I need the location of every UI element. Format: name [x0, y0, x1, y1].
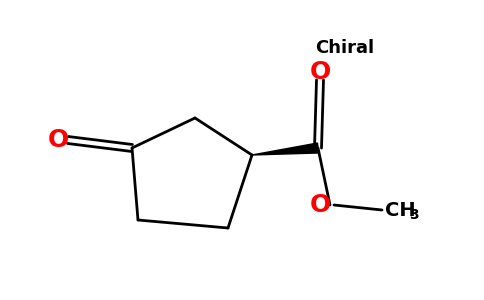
Text: O: O [309, 193, 331, 217]
Polygon shape [252, 143, 318, 155]
Text: O: O [47, 128, 69, 152]
Text: 3: 3 [409, 208, 419, 222]
Text: O: O [309, 60, 331, 84]
Text: Chiral: Chiral [316, 39, 375, 57]
Text: CH: CH [385, 200, 415, 220]
